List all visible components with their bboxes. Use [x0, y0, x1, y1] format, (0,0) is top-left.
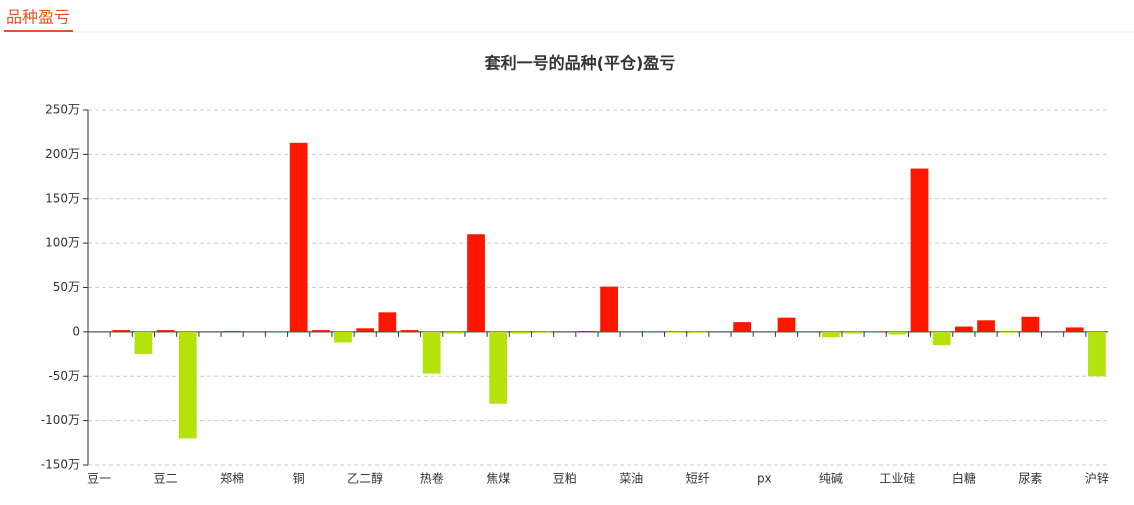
x-tick-label: 铜: [293, 471, 305, 486]
x-tick-label: 乙二醇: [347, 471, 383, 486]
x-tick-label: 沪锌: [1085, 472, 1109, 486]
bar: [888, 331, 907, 335]
y-tick-label: -150万: [41, 458, 80, 472]
bar: [666, 331, 685, 333]
x-tick-label: 菜油: [619, 472, 643, 486]
bar: [578, 330, 596, 332]
x-tick-label: 热卷: [420, 471, 444, 486]
bar: [1021, 316, 1040, 332]
x-tick-label: 白糖: [952, 471, 976, 486]
bar: [688, 331, 707, 333]
header-title: 品种盈亏: [6, 8, 70, 27]
x-tick-label: 尿素: [1018, 472, 1042, 486]
bar: [777, 317, 796, 332]
x-tick-label: 郑棉: [220, 471, 244, 486]
bar: [400, 330, 419, 332]
bar: [955, 326, 973, 332]
chart-title: 套利一号的品种(平仓)盈亏: [484, 54, 676, 73]
y-tick-label: -100万: [41, 413, 80, 427]
bar: [511, 331, 530, 334]
bar: [334, 331, 352, 343]
x-tick-label: 豆一: [87, 472, 111, 486]
x-tick-label: 焦煤: [486, 472, 510, 486]
y-tick-label: -50万: [48, 369, 80, 383]
bar: [977, 320, 995, 332]
x-tick-label: 豆二: [154, 472, 178, 486]
bar: [600, 286, 618, 332]
bar: [533, 331, 552, 333]
bar: [223, 330, 241, 332]
bar: [821, 331, 840, 338]
y-tick-label: 150万: [45, 191, 80, 205]
y-tick-label: 50万: [53, 280, 80, 294]
bar: [489, 331, 508, 404]
y-tick-label: 0: [72, 324, 80, 338]
bar: [422, 331, 441, 374]
bar: [999, 331, 1018, 333]
bar: [178, 331, 197, 439]
bar: [356, 328, 375, 332]
bar: [733, 322, 751, 332]
bar: [932, 331, 951, 346]
bar: [844, 331, 862, 334]
bar: [445, 331, 463, 334]
bar: [289, 142, 308, 332]
bar: [1065, 327, 1084, 332]
bar: [156, 330, 175, 332]
y-tick-label: 250万: [45, 103, 80, 117]
x-tick-label: 短纤: [686, 472, 710, 486]
x-tick-label: 纯碱: [819, 472, 843, 486]
x-tick-label: 豆粕: [553, 471, 577, 486]
bar: [467, 234, 485, 332]
bar: [378, 312, 397, 332]
y-tick-label: 100万: [45, 236, 80, 250]
x-tick-label: 工业硅: [879, 472, 915, 486]
bar: [112, 330, 131, 332]
bar: [134, 331, 153, 355]
bar: [910, 168, 929, 332]
bar: [311, 330, 330, 332]
x-tick-label: px: [757, 472, 772, 486]
y-tick-label: 200万: [45, 147, 80, 161]
bar: [1088, 331, 1106, 377]
